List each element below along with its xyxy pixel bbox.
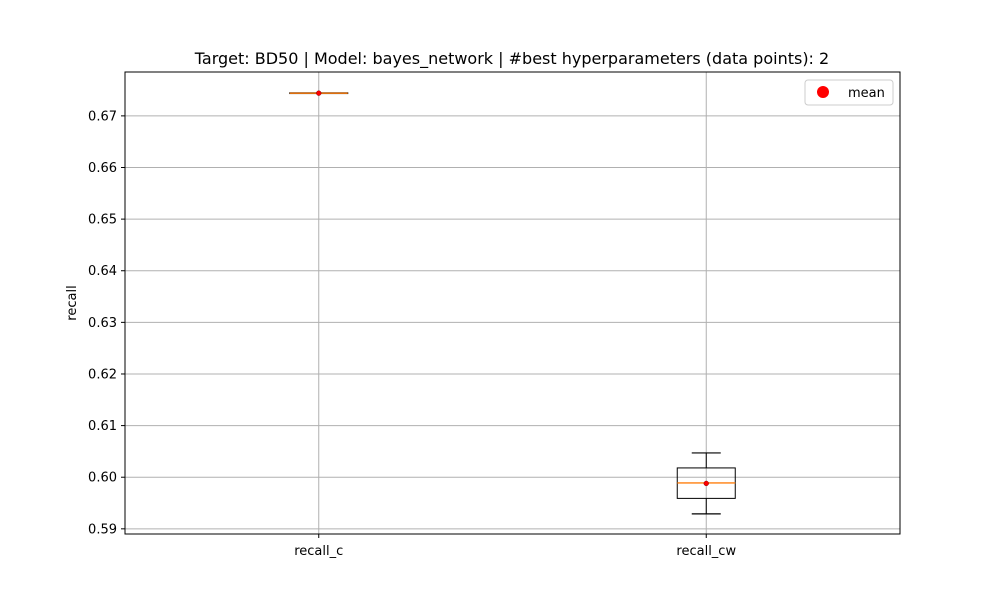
legend-mean-marker [817, 86, 829, 98]
y-tick-label: 0.59 [88, 522, 117, 537]
box-recall_c [289, 90, 349, 96]
grid-lines [125, 72, 900, 534]
y-tick-label: 0.62 [88, 367, 117, 382]
legend: mean [804, 79, 894, 106]
mean-marker [316, 90, 322, 96]
x-tick-label-recall_cw: recall_cw [676, 544, 736, 559]
mean-marker [703, 480, 709, 487]
boxes [289, 90, 736, 515]
legend-mean-label: mean [848, 86, 885, 101]
y-tick-label: 0.67 [88, 109, 117, 124]
legend-box [804, 79, 894, 106]
y-tick-label: 0.60 [88, 471, 117, 486]
x-tick-label-recall_c: recall_c [294, 544, 343, 559]
y-tick-label: 0.65 [88, 213, 117, 228]
y-axis-label: recall [65, 285, 80, 320]
y-tick-label: 0.61 [88, 419, 117, 434]
y-tick-label: 0.66 [88, 161, 117, 176]
y-tick-label: 0.63 [88, 316, 117, 331]
axes: 0.59 0.60 0.61 0.62 0.63 0.64 0.65 0.66 0.67 reca… [88, 109, 736, 559]
box-recall_cw [676, 452, 736, 515]
y-tick-label: 0.64 [88, 264, 117, 279]
chart-title: Target: BD50 | Model: bayes_network | #b… [194, 49, 829, 69]
plot-frame [124, 71, 901, 535]
